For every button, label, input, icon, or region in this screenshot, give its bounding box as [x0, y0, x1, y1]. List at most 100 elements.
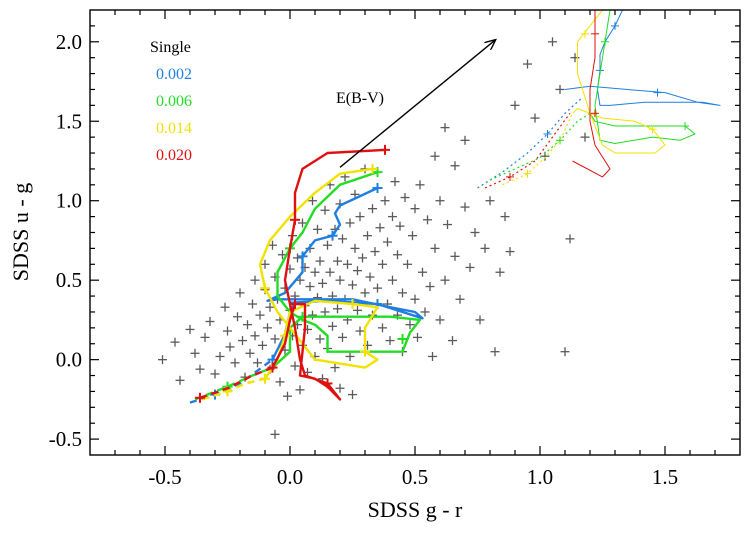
- observed-point: [470, 228, 480, 237]
- series-thin-line: [572, 10, 611, 178]
- series-marker: [322, 378, 333, 389]
- series-0.006: [194, 10, 696, 401]
- observed-point: [325, 267, 335, 277]
- observed-point: [275, 377, 285, 387]
- observed-point: [335, 275, 345, 285]
- series-marker: [556, 136, 564, 145]
- observed-point: [298, 218, 307, 228]
- observed-point: [308, 310, 317, 320]
- x-tick-label: 0.5: [402, 465, 428, 489]
- observed-point: [435, 315, 445, 325]
- observed-point: [158, 355, 167, 365]
- series-0.014: [202, 10, 666, 401]
- observed-point: [395, 221, 405, 231]
- observed-point: [430, 243, 440, 253]
- series-dotted-line: [484, 112, 571, 189]
- series-marker: [653, 88, 662, 97]
- observed-point: [350, 243, 360, 253]
- series-marker: [267, 362, 278, 373]
- series-marker: [327, 230, 338, 241]
- observed-point: [258, 340, 267, 350]
- observed-point: [565, 234, 575, 244]
- series-marker: [260, 283, 270, 294]
- observed-point: [383, 237, 392, 247]
- observed-point: [348, 280, 357, 290]
- observed-point: [250, 331, 260, 341]
- observed-point: [195, 364, 205, 374]
- observed-point: [398, 288, 407, 298]
- model-tracks: [189, 10, 721, 404]
- series-thin-line: [572, 10, 666, 154]
- observed-point: [475, 315, 485, 325]
- observed-point: [403, 259, 412, 269]
- observed-point: [380, 196, 390, 206]
- y-tick-label: 1.5: [56, 109, 82, 133]
- observed-point: [220, 302, 230, 312]
- series-marker: [681, 122, 689, 131]
- observed-point: [250, 275, 260, 285]
- observed-point: [320, 205, 330, 215]
- observed-point: [293, 253, 302, 263]
- observed-point: [365, 272, 375, 282]
- observed-point: [313, 224, 322, 234]
- observed-point: [405, 320, 415, 330]
- series-dashed-line: [202, 377, 266, 401]
- x-tick-label: -0.5: [148, 465, 181, 489]
- observed-point: [465, 262, 475, 272]
- observed-point: [253, 358, 262, 368]
- observed-point: [343, 259, 352, 269]
- observed-point: [338, 332, 347, 342]
- series-marker: [611, 21, 619, 30]
- observed-point: [448, 336, 457, 346]
- series-marker: [380, 144, 390, 155]
- series-marker: [367, 163, 378, 174]
- observed-point: [308, 196, 317, 206]
- series-marker: [581, 29, 589, 38]
- series-marker: [260, 373, 270, 384]
- observed-point: [225, 342, 235, 352]
- observed-point: [460, 135, 470, 145]
- y-tick-label: 2.0: [56, 30, 82, 54]
- series-marker: [290, 214, 300, 225]
- legend: Single 0.002 0.006 0.014 0.020: [150, 39, 192, 164]
- series-marker: [523, 169, 532, 178]
- legend-entry: 0.002: [156, 66, 192, 83]
- observed-point: [363, 231, 372, 241]
- series-marker: [543, 129, 552, 138]
- observed-point: [200, 332, 210, 342]
- y-axis-title: SDSS u - g: [8, 183, 33, 281]
- observed-point: [580, 132, 590, 142]
- series-marker: [591, 29, 599, 38]
- observed-point: [175, 375, 185, 385]
- observed-point: [485, 196, 495, 206]
- observed-point: [555, 84, 565, 94]
- observed-point: [373, 283, 382, 293]
- series-solid-line: [271, 170, 422, 369]
- observed-point: [410, 204, 420, 214]
- reddening-vector: E(B-V): [336, 40, 495, 168]
- observed-point: [505, 247, 515, 257]
- observed-point: [455, 294, 465, 304]
- observed-point: [443, 220, 452, 230]
- observed-point: [423, 215, 432, 225]
- observed-point: [345, 218, 355, 228]
- x-tick-label: 0.0: [277, 465, 303, 489]
- series-marker: [195, 392, 205, 403]
- observed-point: [353, 266, 362, 276]
- arrow: [339, 40, 495, 168]
- y-tick-label: 0.5: [56, 268, 82, 292]
- observed-point: [530, 113, 540, 123]
- observed-point: [378, 323, 387, 333]
- observed-point: [333, 256, 342, 266]
- legend-title: Single: [150, 39, 191, 56]
- observed-point: [248, 299, 257, 309]
- observed-point: [223, 326, 232, 336]
- x-tick-label: 1.5: [652, 465, 678, 489]
- observed-point: [425, 282, 435, 292]
- observed-point: [570, 53, 580, 63]
- observed-point: [190, 348, 200, 358]
- annotation-label: E(B-V): [336, 90, 384, 107]
- observed-point: [315, 256, 325, 266]
- observed-point: [368, 204, 377, 214]
- series-dotted-line: [477, 96, 583, 189]
